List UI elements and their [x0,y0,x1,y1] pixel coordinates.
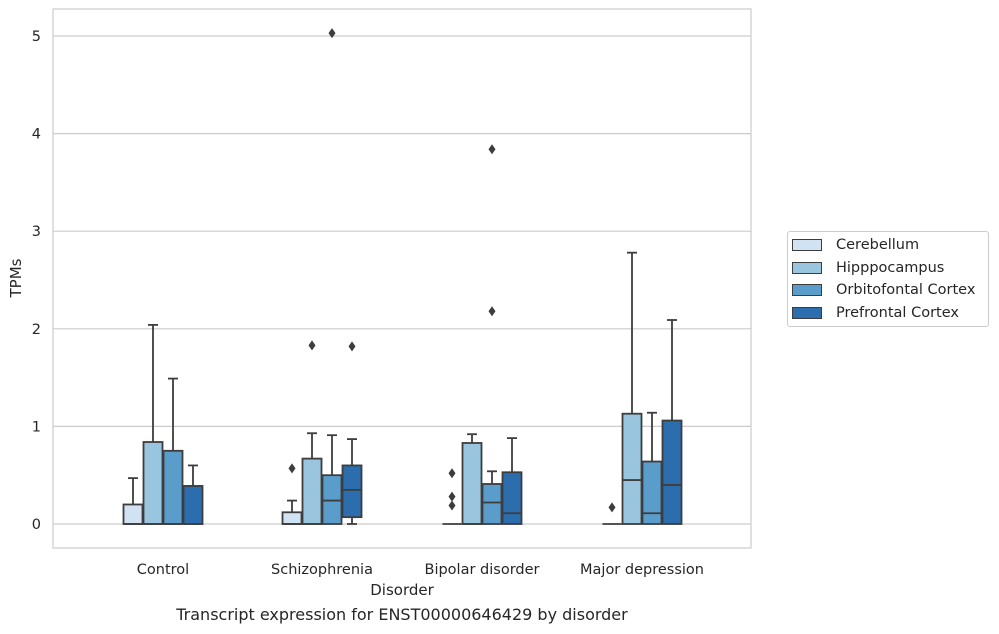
box-iqr [182,485,204,525]
box-iqr [321,474,343,525]
legend-swatch [792,239,822,251]
box-iqr [341,464,363,519]
box-prefrontal-cortex-2 [501,437,523,525]
outlier-point [288,463,296,474]
box-orbitofontal-cortex-1 [321,28,343,525]
box-orbitofontal-cortex-2 [481,144,503,525]
outlier-point [488,144,496,155]
legend-label: Hipppocampus [836,259,945,276]
outlier-point [308,340,316,351]
legend-item: Cerebellum [792,235,919,255]
box-cerebellum-1 [281,463,303,525]
y-tick-label: 4 [32,127,41,143]
box-iqr [162,449,184,525]
box-prefrontal-cortex-0 [182,464,204,525]
box-iqr [481,483,503,525]
x-tick-label: Control [137,562,189,578]
y-tick-label: 5 [32,29,41,45]
x-tick-labels: Control Schizophrenia Bipolar disorder Majo… [137,562,704,578]
x-axis-label: Disorder [370,581,434,599]
x-tick-label: Major depression [580,562,704,578]
box-iqr [501,471,523,525]
box-hipppocampus-1 [301,340,323,525]
outlier-point [348,341,356,352]
legend-swatch [792,261,822,274]
legend-item: Orbitofontal Cortex [792,280,975,300]
box-iqr [461,442,483,525]
legend-label: Orbitofontal Cortex [836,282,976,298]
box-prefrontal-cortex-1 [341,341,363,525]
y-tick-label: 3 [32,224,41,240]
legend-item: Prefrontal Cortex [792,303,959,323]
box-orbitofontal-cortex-0 [162,377,184,525]
box-iqr [621,412,643,525]
outlier-point [608,502,616,513]
legend-label: Prefrontal Cortex [836,304,959,321]
box-cerebellum-2 [442,468,462,525]
y-tick-labels: 0 1 2 3 4 5 [32,29,41,533]
box-cerebellum-0 [122,477,144,525]
legend-label: Cerebellum [836,237,920,253]
box-iqr [122,503,144,525]
x-tick-label: Bipolar disorder [425,562,540,578]
outlier-point [448,491,456,502]
y-tick-label: 1 [32,419,41,435]
box-hipppocampus-3 [621,251,643,525]
outlier-point [488,306,496,317]
y-tick-label: 2 [32,322,41,338]
box-hipppocampus-0 [142,323,164,525]
legend-swatch [792,306,822,319]
x-tick-label: Schizophrenia [271,562,373,578]
box-marks [122,28,683,525]
box-iqr [281,511,303,525]
legend-item: Hipppocampus [792,258,944,278]
legend: Cerebellum Hipppocampus Orbitofontal Corte… [787,231,989,327]
chart-caption: Transcript expression for ENST0000064642… [176,605,628,624]
outlier-point [448,468,456,479]
y-axis-label: TPMs [7,258,25,298]
outlier-point [328,28,336,39]
box-iqr [301,457,323,525]
box-iqr [641,460,663,525]
box-cerebellum-3 [602,502,622,525]
outlier-point [448,500,456,511]
box-hipppocampus-2 [461,433,483,525]
y-tick-label: 0 [32,517,41,533]
box-iqr [142,441,164,525]
legend-swatch [792,284,822,296]
box-iqr [661,419,683,525]
box-prefrontal-cortex-3 [661,319,683,525]
box-orbitofontal-cortex-3 [641,411,663,525]
